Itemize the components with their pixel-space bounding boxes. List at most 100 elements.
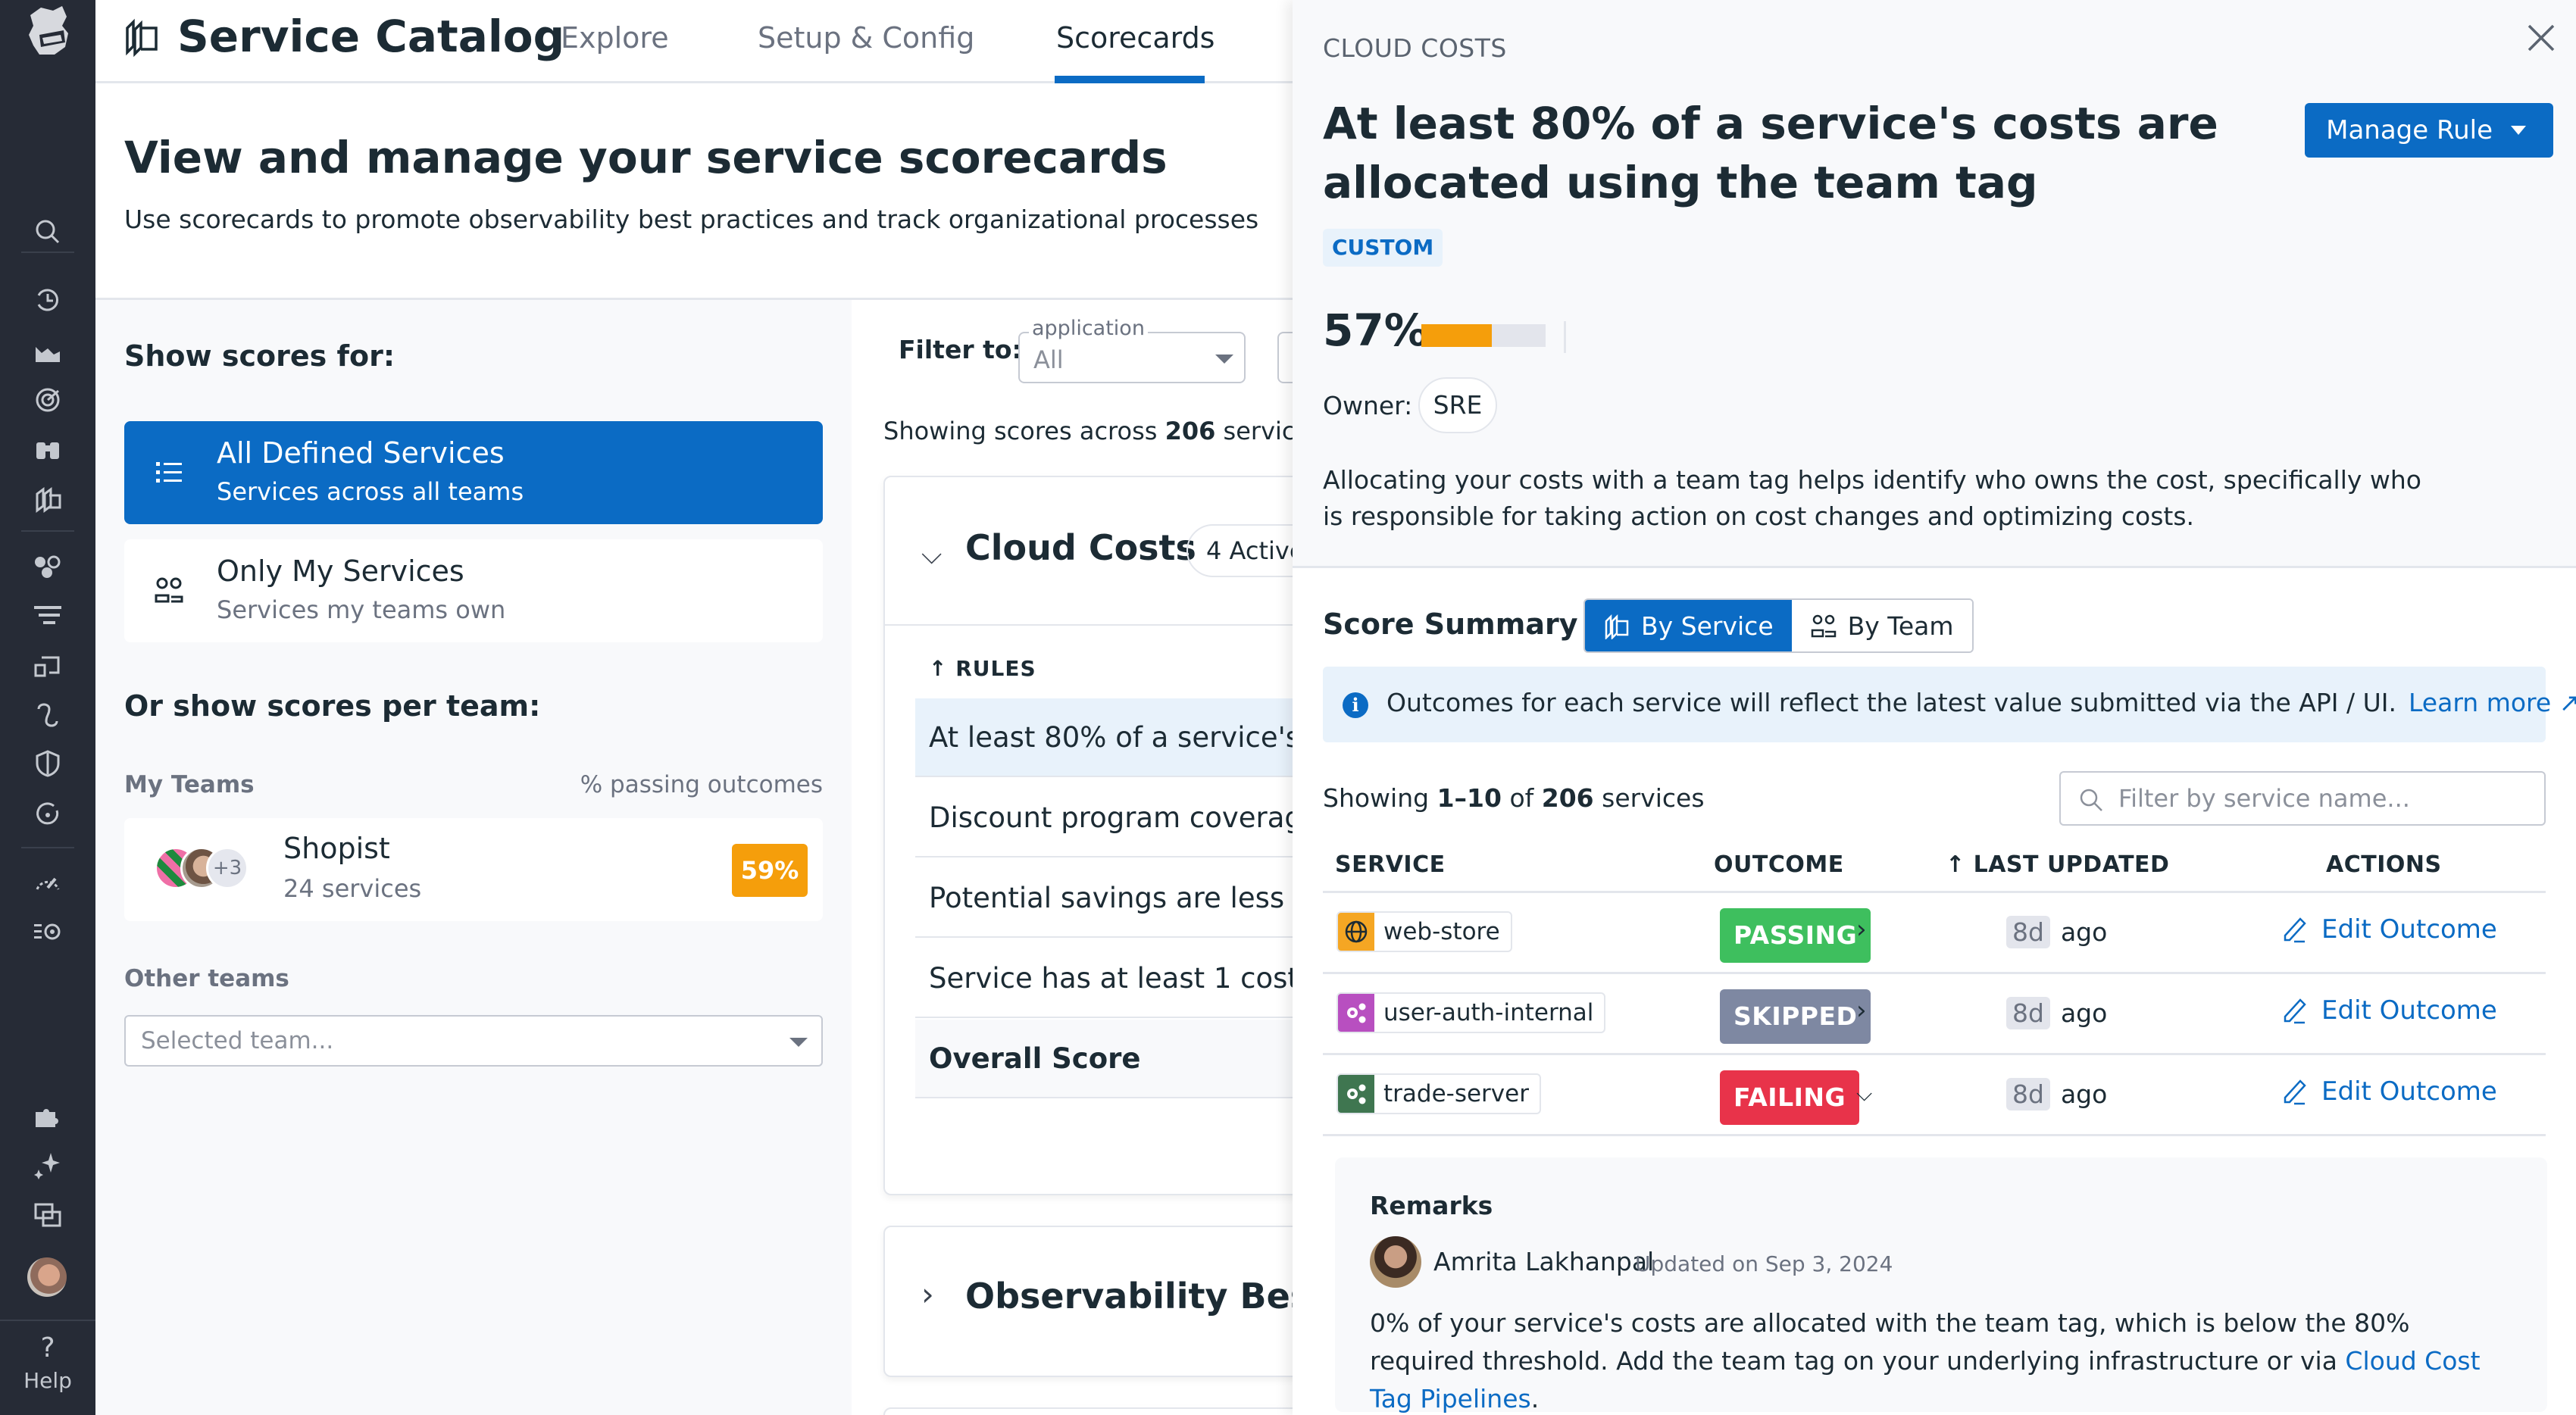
scope-title: Only My Services: [217, 554, 464, 588]
caret-down-icon: [2511, 126, 2526, 135]
column-header-service[interactable]: SERVICE: [1335, 851, 1446, 878]
hexagons-icon[interactable]: [29, 550, 67, 583]
column-header-outcome[interactable]: OUTCOME: [1714, 851, 1844, 878]
per-team-heading: Or show scores per team:: [124, 689, 541, 723]
info-banner: i Outcomes for each service will reflect…: [1323, 667, 2576, 742]
datadog-logo-icon[interactable]: [23, 5, 73, 59]
app-title: Service Catalog: [177, 11, 565, 62]
search-icon[interactable]: [29, 215, 67, 248]
rules-column-header[interactable]: ↑ RULES: [929, 656, 1036, 681]
puzzle-icon[interactable]: [29, 1100, 67, 1133]
custom-tag: CUSTOM: [1323, 229, 1443, 267]
score-bar: [1421, 324, 1546, 347]
scope-sidebar: Show scores for: All Defined Services Se…: [95, 300, 852, 1415]
last-updated: 8d ago: [2006, 997, 2107, 1029]
scorecard-observability[interactable]: › Observability Best Practices: [883, 1226, 1293, 1377]
list-target-icon[interactable]: [29, 915, 67, 948]
globe-icon: [1338, 913, 1374, 951]
scorecard-collapsed[interactable]: [883, 1407, 1293, 1415]
history-icon[interactable]: [29, 283, 67, 317]
tab-scorecards[interactable]: Scorecards: [1056, 21, 1215, 55]
search-icon: [2080, 789, 2102, 811]
page-header: View and manage your service scorecards …: [95, 83, 1293, 300]
chevron-right-icon[interactable]: ›: [1856, 995, 1867, 1026]
learn-more-link[interactable]: Learn more ↗: [2408, 688, 2576, 717]
nav-separator: [21, 251, 74, 253]
chevron-right-icon[interactable]: ›: [1856, 914, 1867, 945]
column-header-last-updated[interactable]: ↑ LAST UPDATED: [1946, 851, 2170, 878]
cloud-cost-tag-pipelines-link[interactable]: Cloud Cost Tag Pipelines: [1370, 1346, 2481, 1413]
apm-icon[interactable]: [29, 650, 67, 683]
by-service-toggle[interactable]: By Service: [1585, 600, 1792, 651]
tab-explore[interactable]: Explore: [561, 21, 669, 55]
chevron-down-icon[interactable]: ⌵: [921, 539, 943, 570]
service-tag[interactable]: trade-server: [1336, 1073, 1541, 1114]
edit-outcome-link[interactable]: Edit Outcome: [2281, 1076, 2497, 1107]
rule-row[interactable]: Discount program coverage: [915, 779, 1293, 857]
team-card-shopist[interactable]: +3 Shopist 24 services 59%: [124, 818, 823, 921]
scope-subtitle: Services my teams own: [217, 595, 506, 624]
scope-only-my-services[interactable]: Only My Services Services my teams own: [124, 539, 823, 642]
question-icon: ?: [40, 1332, 55, 1363]
close-icon[interactable]: [2523, 20, 2559, 56]
rule-row[interactable]: Service has at least 1 cost monitor: [915, 939, 1293, 1018]
team-avatars: +3: [155, 847, 261, 892]
panel-header: CLOUD COSTS At least 80% of a service's …: [1293, 0, 2576, 568]
avatar-overflow-count: +3: [206, 847, 249, 889]
scorecard-name: Cloud Costs: [965, 527, 1196, 568]
target-icon[interactable]: [29, 383, 67, 417]
tab-setup-config[interactable]: Setup & Config: [758, 21, 975, 55]
team-icon: [155, 577, 183, 603]
user-avatar[interactable]: [27, 1257, 67, 1297]
binoculars-icon[interactable]: [29, 432, 67, 465]
service-name: web-store: [1383, 918, 1500, 945]
area-chart-icon[interactable]: [29, 335, 67, 368]
scorecard-cloud-costs: ⌵ Cloud Costs 4 Active ↑ RULES At least …: [883, 476, 1293, 1195]
edit-outcome-link[interactable]: Edit Outcome: [2281, 914, 2497, 945]
shield-icon[interactable]: [29, 747, 67, 780]
service-filter-search[interactable]: [2059, 771, 2546, 826]
scope-title: All Defined Services: [217, 436, 505, 470]
info-icon: i: [1343, 692, 1368, 718]
score-summary-title: Score Summary: [1323, 608, 1578, 641]
sparkle-icon[interactable]: [29, 1148, 67, 1182]
active-tab-indicator: [1055, 76, 1205, 83]
select-placeholder: Selected team...: [141, 1027, 334, 1054]
scorecard-header[interactable]: ⌵ Cloud Costs 4 Active: [885, 477, 1293, 626]
list-icon: [156, 462, 182, 483]
service-tag[interactable]: web-store: [1336, 911, 1512, 952]
by-team-toggle[interactable]: By Team: [1791, 600, 1972, 651]
check-refresh-icon[interactable]: [29, 798, 67, 832]
edit-outcome-link[interactable]: Edit Outcome: [2281, 995, 2497, 1026]
pagination-summary: Showing 1–10 of 206 services: [1323, 783, 1705, 813]
owner-team-pill[interactable]: SRE: [1418, 377, 1497, 433]
page-subtitle: Use scorecards to promote observability …: [124, 205, 1259, 234]
filter-value: All: [1033, 345, 1064, 374]
help-button[interactable]: ? Help: [0, 1320, 95, 1393]
pencil-icon: [2284, 1079, 2306, 1105]
team-icon: [1811, 614, 1836, 638]
speedometer-icon[interactable]: [29, 867, 67, 900]
service-filter-input[interactable]: [2118, 782, 2528, 815]
remark-author: Amrita Lakhanpal: [1433, 1247, 1655, 1276]
my-teams-label: My Teams: [124, 771, 255, 798]
application-filter-select[interactable]: application All: [1018, 317, 1246, 383]
active-rules-pill: 4 Active: [1186, 524, 1293, 577]
service-catalog-icon[interactable]: [29, 482, 67, 515]
rule-row[interactable]: Potential savings are less than: [915, 859, 1293, 938]
link-icon[interactable]: [29, 698, 67, 732]
rule-row[interactable]: At least 80% of a service's costs are al…: [915, 698, 1293, 777]
other-teams-select[interactable]: Selected team...: [124, 1015, 823, 1067]
screens-icon[interactable]: [29, 1198, 67, 1232]
chevron-down-icon[interactable]: ⌵: [1856, 1081, 1873, 1106]
scope-all-defined-services[interactable]: All Defined Services Services across all…: [124, 421, 823, 524]
show-scores-for-heading: Show scores for:: [124, 339, 395, 373]
outcome-badge: FAILING: [1720, 1070, 1860, 1125]
chevron-right-icon[interactable]: ›: [921, 1276, 934, 1313]
filter-lines-icon[interactable]: [29, 598, 67, 632]
team-score-badge: 59%: [732, 844, 808, 897]
scorecards-list: Filter to: application All Showing score…: [852, 300, 1293, 1415]
service-tag[interactable]: user-auth-internal: [1336, 992, 1606, 1033]
second-filter-select[interactable]: [1277, 332, 1293, 383]
manage-rule-button[interactable]: Manage Rule: [2305, 103, 2553, 158]
